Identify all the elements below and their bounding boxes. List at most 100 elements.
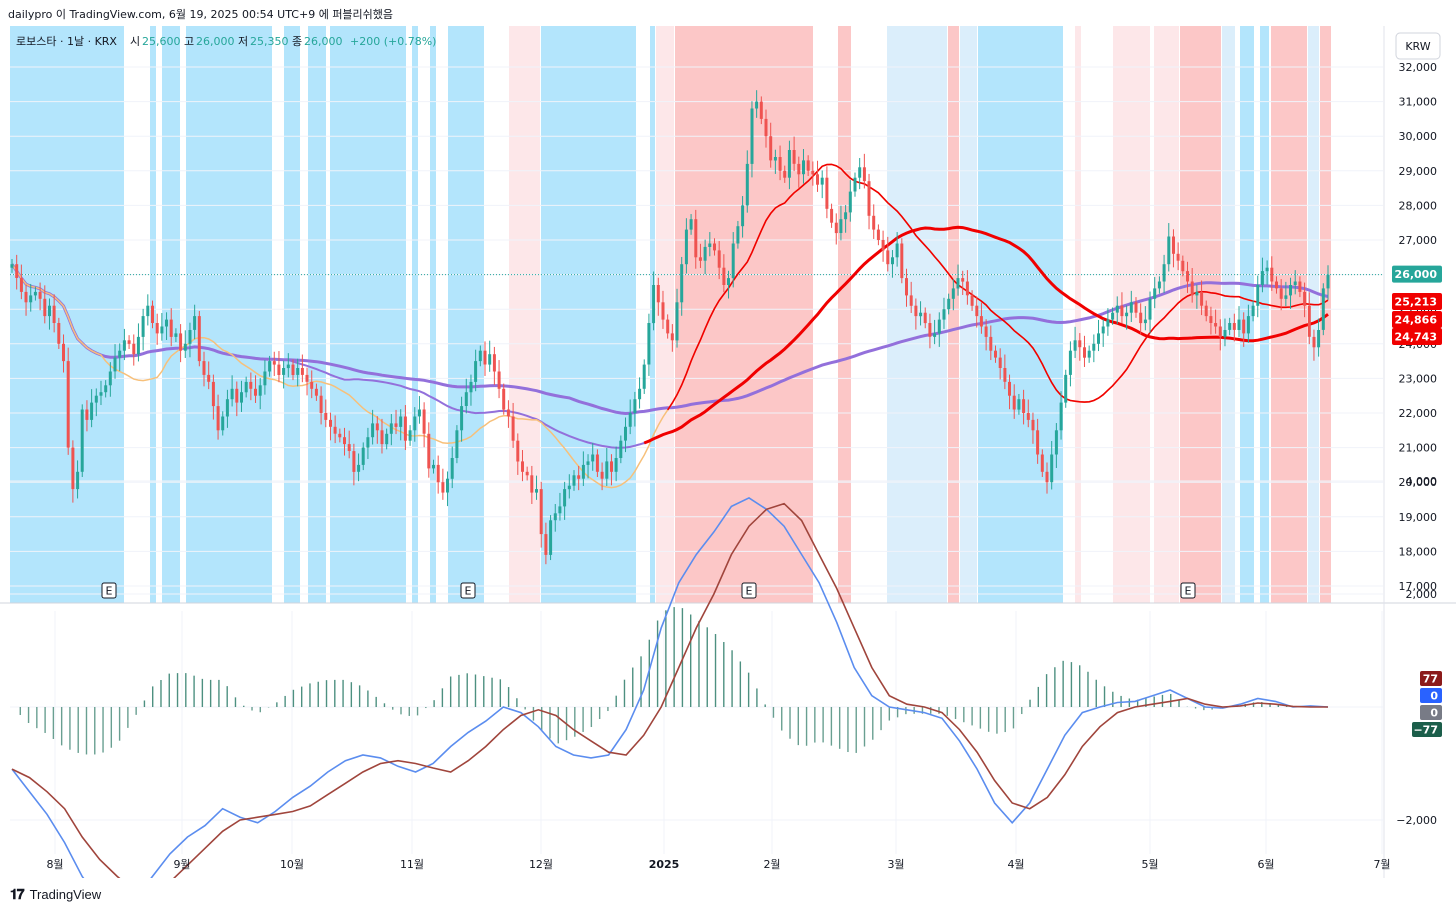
chart-frame[interactable]: 32,000 31,000 30,000 29,000 28,000 27,000 26,0… <box>0 26 1456 878</box>
macd-badge <box>1420 705 1442 720</box>
candle-body <box>1073 340 1077 351</box>
candle-body <box>268 361 272 372</box>
candle-body <box>197 316 201 362</box>
candle-body <box>136 336 140 355</box>
candle-body <box>708 243 712 247</box>
candle-body <box>553 513 557 521</box>
candle-body <box>1214 323 1218 327</box>
candle-body <box>1003 368 1007 382</box>
candle-body <box>1186 271 1189 282</box>
candle-body <box>652 285 656 324</box>
candle-body <box>581 464 585 479</box>
candle-body <box>1284 295 1288 299</box>
candle-body <box>717 250 721 268</box>
price-tick-label: 28,000 <box>1399 199 1438 212</box>
earnings-marker <box>1180 582 1196 599</box>
candle-body <box>947 298 951 310</box>
candle-body <box>605 461 609 479</box>
macd-line <box>11 496 1329 878</box>
candle-body <box>1218 326 1222 337</box>
candle-body <box>951 288 955 299</box>
low-value: 25,350 <box>250 35 289 48</box>
time-tick-label: 2월 <box>763 858 780 871</box>
candle-body <box>329 419 332 427</box>
signal-band <box>186 26 272 603</box>
price-tick-label: 22,000 <box>1399 407 1438 420</box>
signal-band <box>978 26 1063 603</box>
earnings-marker <box>460 582 476 599</box>
candle-body <box>905 278 908 296</box>
signal-band <box>838 26 851 603</box>
candle-body <box>371 423 375 438</box>
candle-body <box>19 278 23 292</box>
candle-body <box>656 285 660 303</box>
candle-body <box>155 323 159 334</box>
candle-body <box>1120 305 1124 317</box>
macd-badge <box>1420 688 1442 703</box>
macd-tick-label: 4,000 <box>1406 475 1438 488</box>
moving-averages <box>10 163 1329 489</box>
price-badge <box>1392 328 1442 345</box>
signal-band <box>656 26 674 603</box>
price-badge <box>1392 265 1442 283</box>
candle-body <box>549 520 553 555</box>
candle-body <box>1139 312 1143 324</box>
candle-body <box>919 312 923 317</box>
candle-body <box>104 385 108 393</box>
candle-body <box>525 471 529 476</box>
candle-body <box>310 381 314 389</box>
candle-body <box>984 326 988 337</box>
symbol-legend[interactable]: 로보스타 · 1날 · KRX <box>16 35 117 48</box>
candle-body <box>914 305 918 317</box>
signal-band <box>1260 26 1269 603</box>
candle-body <box>394 423 398 427</box>
candle-body <box>174 333 178 337</box>
candle-body <box>90 402 94 420</box>
candle-body <box>1195 291 1199 296</box>
currency-box[interactable] <box>1395 32 1441 60</box>
candle-body <box>1293 281 1297 285</box>
currency-label: KRW <box>1405 40 1430 53</box>
candle-body <box>132 343 136 355</box>
candle-body <box>385 433 389 445</box>
time-tick-label: 5월 <box>1141 858 1158 871</box>
candle-body <box>1246 316 1250 334</box>
candle-body <box>389 423 393 434</box>
candle-body <box>759 101 763 119</box>
candle-body <box>979 316 983 327</box>
candle-body <box>29 295 33 303</box>
candle-body <box>684 229 688 265</box>
candle-body <box>956 278 960 289</box>
candle-body <box>151 305 154 323</box>
macd-badge-label: 0 <box>1430 690 1438 703</box>
candle-body <box>10 264 14 268</box>
candle-body <box>783 170 787 178</box>
candle-body <box>811 170 815 175</box>
candle-body <box>244 381 248 393</box>
candle-body <box>764 118 768 137</box>
time-tick-label: 10월 <box>280 858 304 871</box>
time-tick-label: 6월 <box>1257 858 1274 871</box>
footer-brand[interactable]: 𝟏𝟕 TradingView <box>10 886 101 903</box>
candle-body <box>1223 330 1227 337</box>
candle-body <box>844 212 848 220</box>
candle-body <box>970 295 974 306</box>
price-badge <box>1392 311 1442 328</box>
time-tick-label: 3월 <box>887 858 904 871</box>
candle-body <box>165 319 168 327</box>
candle-body <box>62 343 65 362</box>
candle-body <box>254 388 257 396</box>
signal-band <box>948 26 959 603</box>
chart-canvas[interactable]: 32,000 31,000 30,000 29,000 28,000 27,000 26,0… <box>0 26 1456 878</box>
candle-body <box>413 416 417 431</box>
candle-body <box>619 440 623 458</box>
price-badge <box>1392 293 1442 310</box>
candle-body <box>1270 267 1274 282</box>
candle-body <box>469 381 473 393</box>
candle-body <box>736 226 740 244</box>
price-tick-label: 31,000 <box>1399 96 1438 109</box>
candle-body <box>647 323 651 365</box>
candle-body <box>127 340 131 344</box>
candle-body <box>745 163 749 206</box>
